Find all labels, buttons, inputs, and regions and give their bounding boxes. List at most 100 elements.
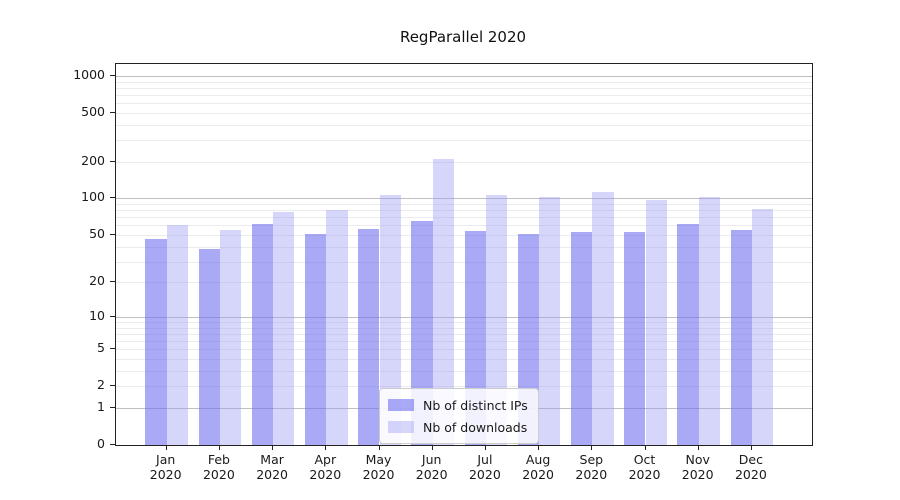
y-gridline-minor — [116, 140, 812, 142]
y-gridline-minor — [116, 282, 812, 284]
x-tick-mark — [431, 445, 433, 450]
y-gridline-minor — [116, 103, 812, 105]
x-tick-year: 2020 — [628, 466, 661, 482]
bar-distinct-ips — [570, 231, 593, 445]
legend: Nb of distinct IPs Nb of downloads — [379, 388, 539, 444]
x-tick-year: 2020 — [415, 466, 448, 482]
bar-downloads — [539, 196, 561, 445]
x-tick-mark — [272, 445, 274, 450]
y-gridline-minor — [116, 234, 812, 236]
legend-swatch-distinct-ips — [388, 399, 414, 411]
chart-title: RegParallel 2020 — [399, 28, 527, 46]
bar-downloads — [645, 200, 667, 445]
y-gridline-minor — [116, 359, 812, 360]
x-tick-year: 2020 — [202, 466, 235, 482]
y-gridline-minor — [116, 246, 812, 248]
bar-downloads — [592, 192, 614, 445]
y-gridline-minor — [116, 94, 812, 96]
y-gridline-major — [116, 198, 812, 200]
x-tick-mark — [484, 445, 486, 450]
legend-label-downloads: Nb of downloads — [423, 419, 528, 435]
bar-distinct-ips — [677, 223, 699, 445]
x-tick-mark — [538, 445, 540, 450]
x-tick-month: Sep — [579, 452, 604, 467]
x-tick-mark — [378, 445, 380, 450]
x-tick-label: Mar 2020 — [242, 452, 302, 482]
x-tick-month: Dec — [738, 452, 763, 467]
plot-area: Nb of distinct IPs Nb of downloads — [115, 63, 813, 446]
y-tick-mark — [110, 348, 115, 350]
x-tick-label: Apr 2020 — [295, 452, 355, 482]
legend-row-downloads: Nb of downloads — [388, 416, 528, 438]
x-tick-mark — [218, 445, 220, 450]
bar-downloads — [219, 230, 242, 445]
y-gridline-minor — [116, 210, 812, 212]
y-tick-label: 500 — [81, 103, 105, 119]
bar-downloads — [698, 196, 721, 445]
y-tick-mark — [110, 74, 115, 76]
y-gridline-minor — [116, 124, 812, 126]
y-tick-mark — [110, 281, 115, 283]
x-tick-label: Feb 2020 — [189, 452, 249, 482]
y-gridline-minor — [116, 333, 812, 335]
y-tick-mark — [110, 111, 115, 113]
x-tick-month: Jun — [421, 452, 442, 467]
y-gridline-minor — [116, 161, 812, 163]
x-tick-month: Aug — [525, 452, 551, 467]
bar-downloads — [485, 195, 508, 445]
x-tick-label: Dec 2020 — [721, 452, 781, 482]
y-tick-label: 20 — [89, 273, 105, 289]
legend-swatch-downloads — [388, 421, 414, 433]
y-tick-label: 2 — [97, 377, 105, 393]
x-tick-mark — [591, 445, 593, 450]
x-tick-label: Aug 2020 — [508, 452, 568, 482]
legend-label-distinct-ips: Nb of distinct IPs — [423, 397, 528, 413]
bar-downloads — [751, 208, 774, 445]
x-tick-month: Apr — [314, 452, 337, 467]
bar-distinct-ips — [251, 223, 274, 445]
x-tick-label: Sep 2020 — [561, 452, 621, 482]
x-tick-mark — [644, 445, 646, 450]
x-tick-mark — [325, 445, 327, 450]
x-tick-year: 2020 — [149, 466, 182, 482]
y-gridline-minor — [116, 87, 812, 89]
x-tick-month: Mar — [260, 452, 284, 467]
x-tick-mark — [165, 445, 167, 450]
y-gridline-minor — [116, 204, 812, 205]
x-tick-label: Jan 2020 — [136, 452, 196, 482]
x-tick-month: Nov — [685, 452, 710, 467]
x-tick-year: 2020 — [309, 466, 342, 482]
y-tick-label: 5 — [97, 340, 105, 356]
y-gridline-minor — [116, 341, 812, 342]
x-tick-year: 2020 — [256, 466, 288, 482]
bar-distinct-ips — [145, 239, 167, 445]
y-tick-mark — [110, 407, 115, 408]
x-tick-year: 2020 — [575, 466, 608, 482]
y-tick-label: 200 — [81, 152, 105, 168]
y-gridline-minor — [116, 81, 812, 83]
x-tick-label: Nov 2020 — [668, 452, 728, 482]
x-tick-year: 2020 — [681, 466, 714, 482]
x-tick-mark — [750, 445, 752, 450]
y-gridline-minor — [116, 349, 812, 351]
bar-distinct-ips — [304, 233, 327, 445]
y-gridline-minor — [116, 322, 812, 323]
x-tick-label: May 2020 — [349, 452, 409, 482]
y-gridline-minor — [116, 225, 812, 227]
x-tick-label: Jun 2020 — [402, 452, 462, 482]
y-gridline-major — [116, 316, 812, 318]
bar-downloads — [379, 195, 401, 445]
bar-distinct-ips — [358, 229, 380, 445]
bar-distinct-ips — [198, 249, 220, 445]
bar-downloads — [273, 212, 295, 445]
bar-distinct-ips — [730, 230, 752, 445]
bar-downloads — [432, 159, 455, 445]
y-gridline-minor — [116, 327, 812, 329]
y-gridline-minor — [116, 386, 812, 388]
y-tick-mark — [110, 444, 115, 445]
y-tick-label: 10 — [89, 307, 105, 323]
y-tick-mark — [110, 385, 115, 387]
x-tick-year: 2020 — [734, 466, 767, 482]
legend-row-distinct-ips: Nb of distinct IPs — [388, 394, 528, 416]
